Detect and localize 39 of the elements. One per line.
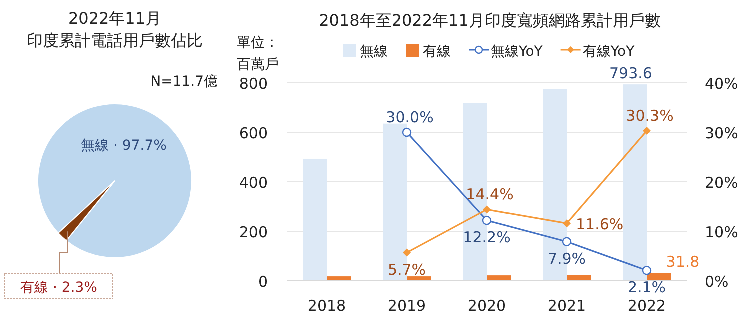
y2-tick-label: 30% [705, 124, 738, 142]
legend-label: 無線 [360, 44, 388, 60]
y2-tick-label: 40% [705, 75, 738, 93]
y-tick-label: 600 [239, 124, 268, 142]
slice-label: 有線 · 2.3% [20, 280, 98, 296]
point [643, 127, 651, 136]
slice-label: 無線 · 97.7% [81, 138, 167, 154]
legend-label: 有線YoY [582, 44, 636, 60]
point [562, 237, 572, 246]
y-tick-label: 800 [239, 75, 268, 93]
point [403, 248, 411, 257]
y-tick-label: 0 [258, 273, 268, 291]
data-label: 11.6% [576, 216, 624, 234]
chart-title: 2018年至2022年11月印度寬頻網路累計用戶數 [319, 11, 661, 30]
chart-subtitle: 印度累計電話用戶數佔比 [27, 31, 203, 50]
data-label: 5.7% [388, 260, 426, 279]
point [483, 206, 491, 214]
data-label: 793.6 [610, 64, 652, 83]
data-label: 14.4% [466, 186, 514, 204]
y2-tick-label: 10% [705, 224, 738, 242]
text: N=11.7億 [150, 74, 218, 90]
y-axis-title: 單位：百萬戶 [237, 35, 279, 73]
data-label: 2.1% [628, 278, 666, 297]
point [563, 220, 571, 228]
point [402, 128, 412, 138]
chart-title: 2022年11月 [68, 9, 162, 28]
y-tick-label: 400 [239, 174, 268, 192]
y2-tick-label: 20% [705, 174, 738, 192]
legend-label: 無線YoY [491, 44, 544, 60]
legend-label: 有線 [423, 44, 451, 60]
data-label: 30.3% [626, 107, 674, 126]
data-label: 30.0% [386, 108, 434, 126]
y2-tick-label: 0% [705, 273, 729, 291]
point [642, 266, 652, 276]
point [482, 216, 492, 226]
data-label: 7.9% [548, 250, 586, 268]
y-tick-label: 200 [239, 224, 268, 242]
data-label: 12.2% [463, 228, 511, 247]
data-label: 31.8 [666, 253, 700, 272]
